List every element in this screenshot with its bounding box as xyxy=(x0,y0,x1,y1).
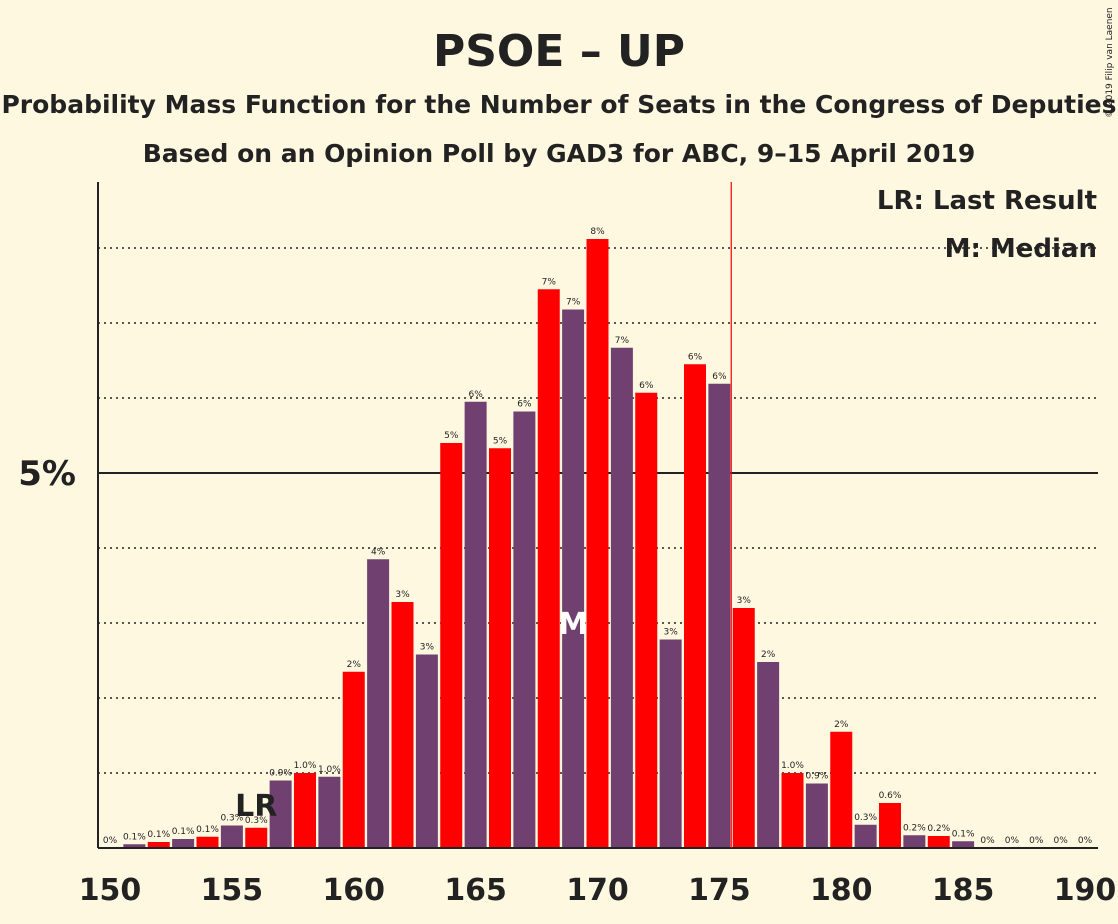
bar-label-162: 3% xyxy=(395,590,410,600)
x-tick-180: 180 xyxy=(810,873,873,908)
bar-178 xyxy=(781,773,804,848)
bar-label-155: 0.3% xyxy=(220,814,243,824)
bar-180 xyxy=(830,731,853,848)
bar-label-154: 0.1% xyxy=(196,825,219,835)
bar-label-169: 7% xyxy=(566,298,581,308)
bar-177 xyxy=(757,662,780,848)
chart-subtitle: Probability Mass Function for the Number… xyxy=(1,90,1116,119)
bar-label-180: 2% xyxy=(834,720,849,730)
bar-label-179: 0.9% xyxy=(805,772,828,782)
bar-label-188: 0% xyxy=(1029,836,1044,846)
bar-label-178: 1.0% xyxy=(781,761,804,771)
bar-174 xyxy=(684,364,706,848)
bar-label-150: 0% xyxy=(103,836,118,846)
bar-label-163: 3% xyxy=(420,643,435,653)
bar-label-182: 0.6% xyxy=(879,791,902,801)
bar-label-160: 2% xyxy=(347,660,362,670)
x-tick-170: 170 xyxy=(566,873,629,908)
bar-183 xyxy=(903,835,926,848)
bar-153 xyxy=(172,839,195,848)
bar-163 xyxy=(415,654,438,848)
bar-184 xyxy=(927,836,950,848)
x-tick-165: 165 xyxy=(444,873,507,908)
x-tick-155: 155 xyxy=(201,873,264,908)
bar-175 xyxy=(708,383,731,848)
bar-165 xyxy=(464,401,487,848)
bar-label-166: 5% xyxy=(493,436,508,446)
median-marker: M xyxy=(558,607,588,642)
chart-subtitle-poll: Based on an Opinion Poll by GAD3 for ABC… xyxy=(143,139,976,168)
bar-157 xyxy=(269,780,292,848)
bar-166 xyxy=(489,448,511,848)
bar-151 xyxy=(123,844,146,848)
bar-160 xyxy=(342,671,365,848)
bar-label-190: 0% xyxy=(1078,836,1093,846)
bar-label-151: 0.1% xyxy=(123,832,146,842)
bar-159 xyxy=(318,776,341,848)
y-tick-label: 5% xyxy=(18,454,76,494)
bar-161 xyxy=(367,559,390,848)
bar-label-177: 2% xyxy=(761,650,776,660)
bar-label-175: 6% xyxy=(712,372,727,382)
bar-label-168: 7% xyxy=(542,277,557,287)
bar-label-184: 0.2% xyxy=(927,824,950,834)
bar-179 xyxy=(805,783,828,848)
bar-158 xyxy=(294,773,316,848)
bar-label-158: 1.0% xyxy=(294,761,317,771)
bars xyxy=(123,239,975,848)
bar-169 xyxy=(562,309,585,848)
bar-label-186: 0% xyxy=(980,836,995,846)
bar-176 xyxy=(732,608,755,848)
x-tick-175: 175 xyxy=(688,873,751,908)
bar-label-174: 6% xyxy=(688,352,703,362)
x-tick-185: 185 xyxy=(932,873,995,908)
bar-labels: 0% 0.1% 0.1% 0.1% 0.1%0.3% 0.3%0.9%1.0% 1.0%2%… xyxy=(103,227,1093,846)
bar-label-159: 1.0% xyxy=(318,765,341,775)
bar-label-189: 0% xyxy=(1053,836,1068,846)
bar-label-161: 4% xyxy=(371,547,386,557)
bar-181 xyxy=(854,824,877,848)
bar-label-171: 7% xyxy=(615,336,630,346)
legend-last-result: LR: Last Result xyxy=(877,186,1097,216)
bar-label-176: 3% xyxy=(737,596,752,606)
bar-label-172: 6% xyxy=(639,381,654,391)
bar-label-152: 0.1% xyxy=(147,830,170,840)
bar-label-164: 5% xyxy=(444,431,459,441)
legend-median: M: Median xyxy=(945,234,1097,264)
bar-label-157: 0.9% xyxy=(269,769,292,779)
bar-label-187: 0% xyxy=(1005,836,1020,846)
bar-156-last-result xyxy=(245,827,268,848)
chart-title: PSOE – UP xyxy=(433,26,685,77)
bar-label-181: 0.3% xyxy=(854,813,877,823)
x-tick-160: 160 xyxy=(322,873,385,908)
bar-label-173: 3% xyxy=(663,628,678,638)
x-tick-190: 190 xyxy=(1054,873,1117,908)
bar-label-183: 0.2% xyxy=(903,823,926,833)
bar-152 xyxy=(147,842,170,848)
bar-label-167: 6% xyxy=(517,400,532,410)
last-result-marker: LR xyxy=(235,789,277,824)
copyright-text: © 2019 Filip van Laenen xyxy=(1105,7,1115,118)
bar-168 xyxy=(537,289,560,848)
bar-155 xyxy=(220,825,243,848)
bar-164 xyxy=(440,443,463,848)
bar-172 xyxy=(635,392,658,848)
bar-label-156: 0.3% xyxy=(245,816,268,826)
bar-label-170: 8% xyxy=(590,227,605,237)
bar-label-153: 0.1% xyxy=(172,827,195,837)
bar-167 xyxy=(513,411,536,848)
bar-170 xyxy=(586,239,609,848)
x-tick-150: 150 xyxy=(79,873,142,908)
bar-185 xyxy=(952,841,975,848)
bar-162 xyxy=(391,602,414,848)
bar-154 xyxy=(196,836,219,848)
bar-label-165: 6% xyxy=(468,390,483,400)
bar-173 xyxy=(659,639,682,848)
bar-label-185: 0.1% xyxy=(952,829,975,839)
bar-182 xyxy=(879,803,901,848)
bar-171 xyxy=(610,347,633,848)
x-tick-labels: 150 155 160 165 170 175 180 185 190 xyxy=(79,873,1117,908)
